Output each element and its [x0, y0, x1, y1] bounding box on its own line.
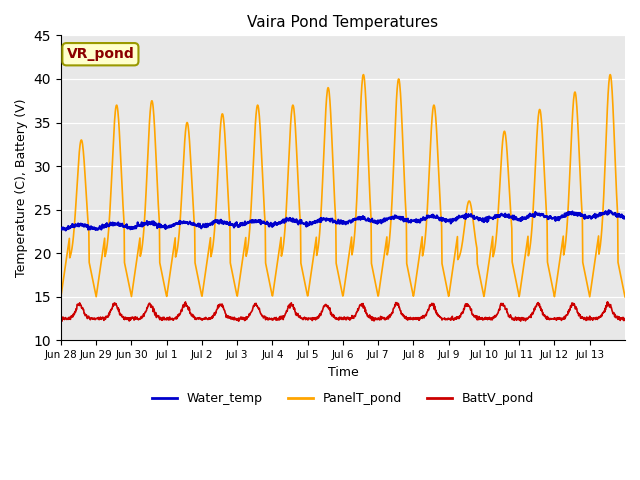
Y-axis label: Temperature (C), Battery (V): Temperature (C), Battery (V): [15, 99, 28, 277]
Text: VR_pond: VR_pond: [67, 47, 134, 61]
Title: Vaira Pond Temperatures: Vaira Pond Temperatures: [248, 15, 438, 30]
Legend: Water_temp, PanelT_pond, BattV_pond: Water_temp, PanelT_pond, BattV_pond: [147, 387, 540, 410]
X-axis label: Time: Time: [328, 366, 358, 379]
